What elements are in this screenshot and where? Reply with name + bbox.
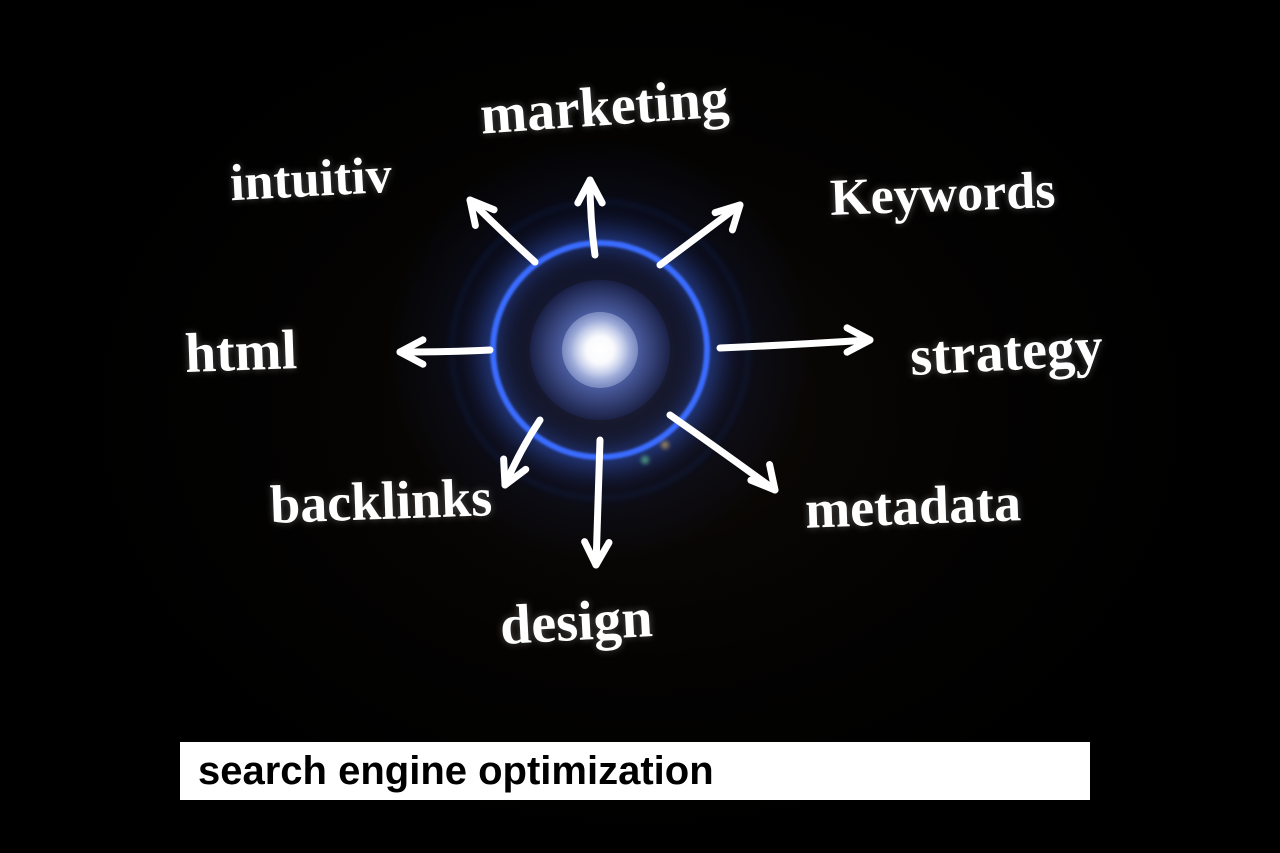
caption-text: search engine optimization [198,749,714,794]
arrow-shaft-backlinks [505,420,540,485]
node-label-backlinks: backlinks [269,466,493,536]
caption-bar: search engine optimization [180,742,1090,800]
flare-glow [530,280,670,420]
arrow-head-marketing [578,180,602,203]
node-label-strategy: strategy [908,315,1104,389]
node-label-html: html [184,318,298,386]
arrow-shaft-html [400,350,490,352]
arrow-shaft-marketing [590,180,595,255]
node-label-keywords: Keywords [829,161,1056,228]
arrow-shaft-strategy [720,340,870,348]
arrow-shaft-keywords [660,205,740,265]
flare-speck [661,441,669,449]
arrow-head-keywords [715,205,740,230]
arrow-head-strategy [847,328,870,352]
arrow-head-intuitiv [470,200,494,225]
arrow-head-backlinks [504,459,526,485]
arrow-head-metadata [751,465,775,490]
arrow-shaft-design [596,440,600,565]
flare-glow [562,312,638,388]
arrow-head-html [400,340,423,364]
node-label-design: design [498,586,654,658]
node-label-marketing: marketing [478,66,731,147]
node-label-metadata: metadata [804,471,1022,540]
arrow-shaft-metadata [670,415,775,490]
rainbow-ring [470,220,890,640]
arrow-shaft-intuitiv [470,200,535,262]
node-label-intuitiv: intuitiv [229,146,394,213]
rainbow-ring [400,150,1040,790]
flare-ring [490,240,710,460]
flare-outer-ring [450,200,750,500]
arrow-head-design [585,542,609,565]
flare-speck [641,456,649,464]
